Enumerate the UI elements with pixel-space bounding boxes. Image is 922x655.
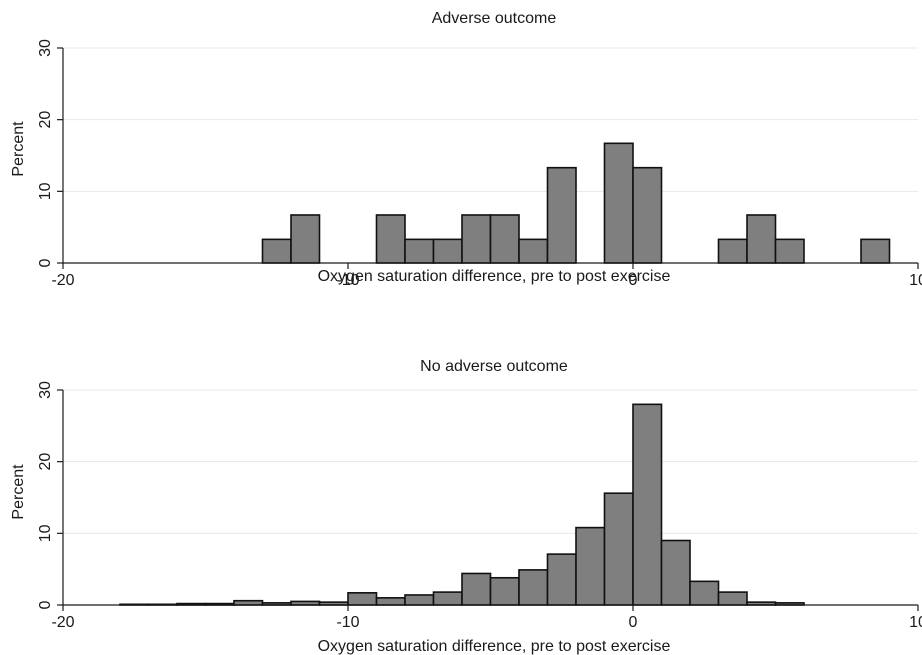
y-tick-label: 20 (37, 111, 54, 129)
histogram-bar (347, 592, 378, 606)
x-tick-label: 10 (909, 614, 922, 631)
bars (261, 142, 891, 264)
histogram-bar (404, 238, 435, 264)
y-axis-label: Percent (10, 464, 27, 520)
bars (119, 403, 805, 606)
histogram-bar (461, 214, 492, 264)
histogram-bar (290, 214, 321, 264)
histogram-bar (375, 214, 406, 264)
histogram-bar (603, 492, 634, 606)
panel-no-adverse-outcome: No adverse outcome -20 -10 0 10 0 10 20 30 Oxyg… (10, 358, 922, 655)
histogram-bar (233, 599, 264, 606)
panel-adverse-outcome: Adverse outcome -20 -10 0 10 0 10 20 30 Oxygen … (10, 10, 922, 289)
histogram-bar (717, 238, 748, 264)
histogram-bar (860, 238, 891, 264)
histogram-bar (575, 526, 606, 606)
panel-title: Adverse outcome (432, 10, 557, 27)
histogram-bar (546, 166, 577, 264)
histogram-bar (489, 576, 520, 606)
y-tick-label: 20 (37, 453, 54, 471)
y-tick-label: 10 (37, 182, 54, 200)
histogram-bar (689, 580, 720, 606)
x-axis-label: Oxygen saturation difference, pre to pos… (318, 268, 671, 285)
gridlines (63, 47, 918, 192)
y-tick-label: 30 (37, 381, 54, 399)
ticks: -20 -10 0 10 0 10 20 30 (37, 381, 922, 631)
histogram-bar (518, 238, 549, 264)
histogram-bar (717, 591, 748, 606)
histogram-bar (546, 553, 577, 606)
histogram-bar (404, 594, 435, 606)
y-tick-label: 0 (37, 600, 54, 609)
histogram-bar (489, 214, 520, 264)
gridlines (63, 389, 918, 534)
histogram-bar (746, 214, 777, 264)
histogram-bar (774, 238, 805, 264)
histogram-bar (632, 166, 663, 264)
histogram-bar (375, 597, 406, 606)
histogram-bar (432, 591, 463, 606)
x-tick-label: 0 (629, 272, 638, 289)
y-axis-label: Percent (10, 121, 27, 177)
ticks: -20 -10 0 10 0 10 20 30 (37, 39, 922, 289)
x-tick-label: 10 (909, 272, 922, 289)
panel-title: No adverse outcome (420, 358, 568, 375)
x-tick-label: -20 (51, 272, 74, 289)
x-tick-label: -10 (336, 614, 359, 631)
histogram-bar (518, 569, 549, 606)
x-tick-label: 0 (629, 614, 638, 631)
histogram-bar (261, 238, 292, 264)
histogram-bar (632, 403, 663, 606)
y-tick-label: 10 (37, 524, 54, 542)
x-tick-label: -10 (336, 272, 359, 289)
x-tick-label: -20 (51, 614, 74, 631)
y-tick-label: 30 (37, 39, 54, 57)
histogram-bar (603, 142, 634, 264)
histogram-bar (461, 572, 492, 606)
x-axis-label: Oxygen saturation difference, pre to pos… (318, 638, 671, 655)
y-tick-label: 0 (37, 258, 54, 267)
histogram-bar (660, 539, 691, 606)
histogram-bar (432, 238, 463, 264)
